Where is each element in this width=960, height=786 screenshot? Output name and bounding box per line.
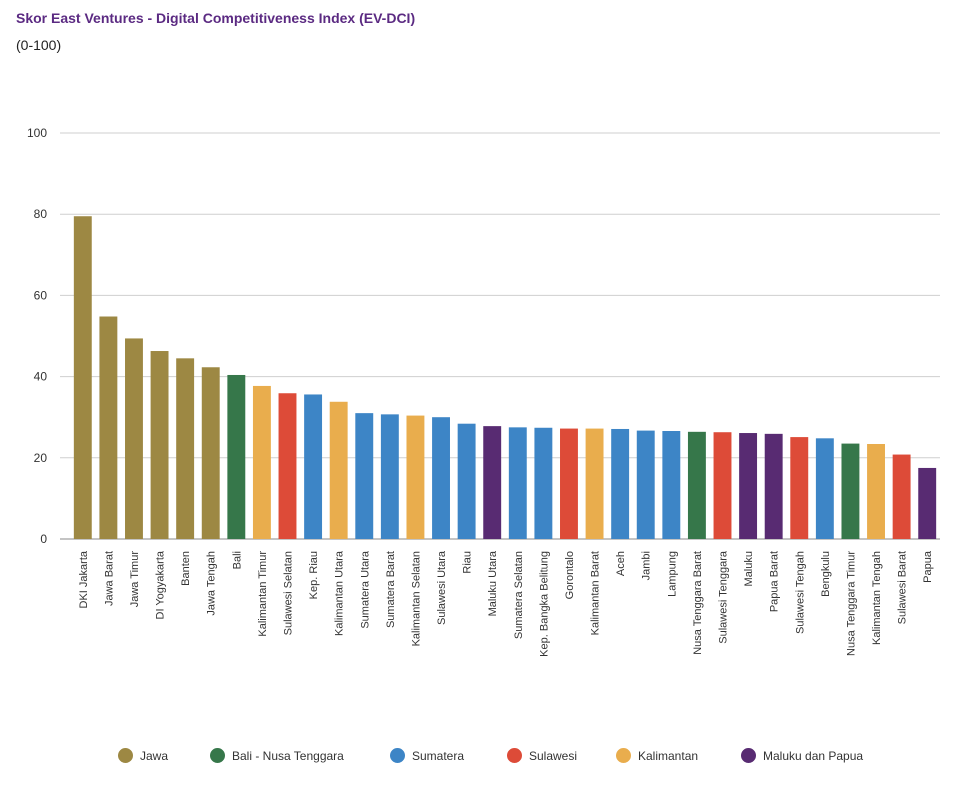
bar <box>201 367 220 539</box>
bar <box>150 351 169 539</box>
x-tick-label: DKI Jakarta <box>78 550 90 608</box>
x-tick-label: Sulawesi Tenggara <box>718 550 730 644</box>
x-tick-label: Sulawesi Tengah <box>794 551 806 634</box>
legend-swatch <box>118 748 133 763</box>
x-tick-label: Jambi <box>641 551 653 580</box>
x-tick-label: Sulawesi Utara <box>436 550 448 625</box>
x-tick-label: Lampung <box>666 551 678 597</box>
x-tick-label: Gorontalo <box>564 551 576 599</box>
bar <box>534 427 553 539</box>
legend-item: Sulawesi <box>507 748 577 763</box>
bar <box>252 385 271 539</box>
bar <box>662 431 681 539</box>
x-tick-label: Kalimantan Barat <box>590 551 602 635</box>
x-tick-label: Sumatera Selatan <box>513 551 525 639</box>
legend-swatch <box>507 748 522 763</box>
x-tick-label: Jawa Tengah <box>206 551 218 616</box>
bar <box>99 316 118 539</box>
bar <box>636 430 655 539</box>
bar <box>227 374 246 539</box>
legend-swatch <box>616 748 631 763</box>
x-tick-label: Riau <box>462 551 474 574</box>
legend-label: Kalimantan <box>638 748 699 763</box>
bar <box>739 433 758 539</box>
x-tick-label: Kep. Bangka Belitung <box>538 551 550 657</box>
x-tick-label: Maluku <box>743 551 755 586</box>
legend-swatch <box>210 748 225 763</box>
x-tick-label: Papua Barat <box>769 551 781 612</box>
bar <box>278 393 297 539</box>
bar <box>176 358 195 539</box>
x-tick-label: Papua <box>922 550 934 583</box>
bar <box>457 423 476 539</box>
chart-legend: Jawa Bali - Nusa Tenggara Sumatera Sulawesi… <box>0 748 960 772</box>
x-tick-label: Bengkulu <box>820 551 832 597</box>
x-tick-label: Nusa Tenggara Barat <box>692 551 704 655</box>
x-tick-label: Banten <box>180 551 192 586</box>
legend-swatch <box>741 748 756 763</box>
bar <box>125 338 143 539</box>
y-tick-label: 40 <box>34 370 48 384</box>
x-tick-label: Bali <box>231 551 243 569</box>
bar <box>73 216 92 540</box>
y-tick-label: 100 <box>27 126 47 140</box>
chart-title: Skor East Ventures - Digital Competitive… <box>16 10 416 26</box>
bar <box>380 414 399 539</box>
y-tick-label: 60 <box>34 288 48 302</box>
chart-subtitle: (0-100) <box>16 37 62 53</box>
bar-chart: 0 20 40 60 80 100 DKI Jakarta Jawa Barat Jawa Ti… <box>27 126 940 657</box>
bar <box>329 401 348 539</box>
bar <box>918 467 937 539</box>
legend-label: Jawa <box>140 748 169 763</box>
bar <box>432 417 450 539</box>
bar <box>687 431 706 539</box>
x-tick-label: Kep. Riau <box>308 551 320 599</box>
x-tick-label: DI Yogyakarta <box>155 550 167 619</box>
bar <box>585 428 604 539</box>
bar <box>611 428 630 539</box>
x-tick-label: Kalimantan Timur <box>257 551 269 637</box>
bar <box>560 428 578 539</box>
bar <box>815 438 834 539</box>
x-tick-label: Maluku Utara <box>487 550 499 616</box>
legend-label: Maluku dan Papua <box>763 748 864 763</box>
legend-item: Maluku dan Papua <box>741 748 863 763</box>
x-tick-label: Aceh <box>615 551 627 576</box>
bar <box>841 443 860 539</box>
legend-label: Sumatera <box>412 748 465 763</box>
x-tick-label: Kalimantan Selatan <box>410 551 422 646</box>
x-tick-label: Sulawesi Selatan <box>283 551 295 635</box>
x-tick-label: Sumatera Barat <box>385 551 397 628</box>
x-tick-label: Jawa Timur <box>129 551 141 608</box>
y-tick-label: 0 <box>40 532 47 546</box>
bar <box>790 437 809 539</box>
x-tick-label: Kalimantan Utara <box>334 550 346 636</box>
legend-label: Bali - Nusa Tenggara <box>232 748 344 763</box>
legend-item: Jawa <box>118 748 168 763</box>
y-tick-label: 20 <box>34 451 48 465</box>
bar <box>892 454 911 539</box>
y-tick-label: 80 <box>34 207 48 221</box>
bar <box>713 432 732 539</box>
legend-label: Sulawesi <box>529 748 578 763</box>
bar <box>483 426 502 539</box>
bar <box>304 394 323 539</box>
x-tick-label: Nusa Tenggara Timur <box>845 551 857 656</box>
x-tick-label: Jawa Barat <box>103 551 115 606</box>
x-tick-label: Kalimantan Tengah <box>871 551 883 645</box>
legend-swatch <box>390 748 405 763</box>
legend-item: Sumatera <box>390 748 464 763</box>
x-tick-label: Sulawesi Barat <box>897 551 909 624</box>
legend-item: Kalimantan <box>616 748 698 763</box>
x-tick-label: Sumatera Utara <box>359 550 371 629</box>
bar <box>355 413 374 539</box>
bar <box>508 427 527 539</box>
bar <box>406 415 425 539</box>
legend-item: Bali - Nusa Tenggara <box>210 748 344 763</box>
bar <box>867 443 885 539</box>
bar <box>764 433 783 539</box>
